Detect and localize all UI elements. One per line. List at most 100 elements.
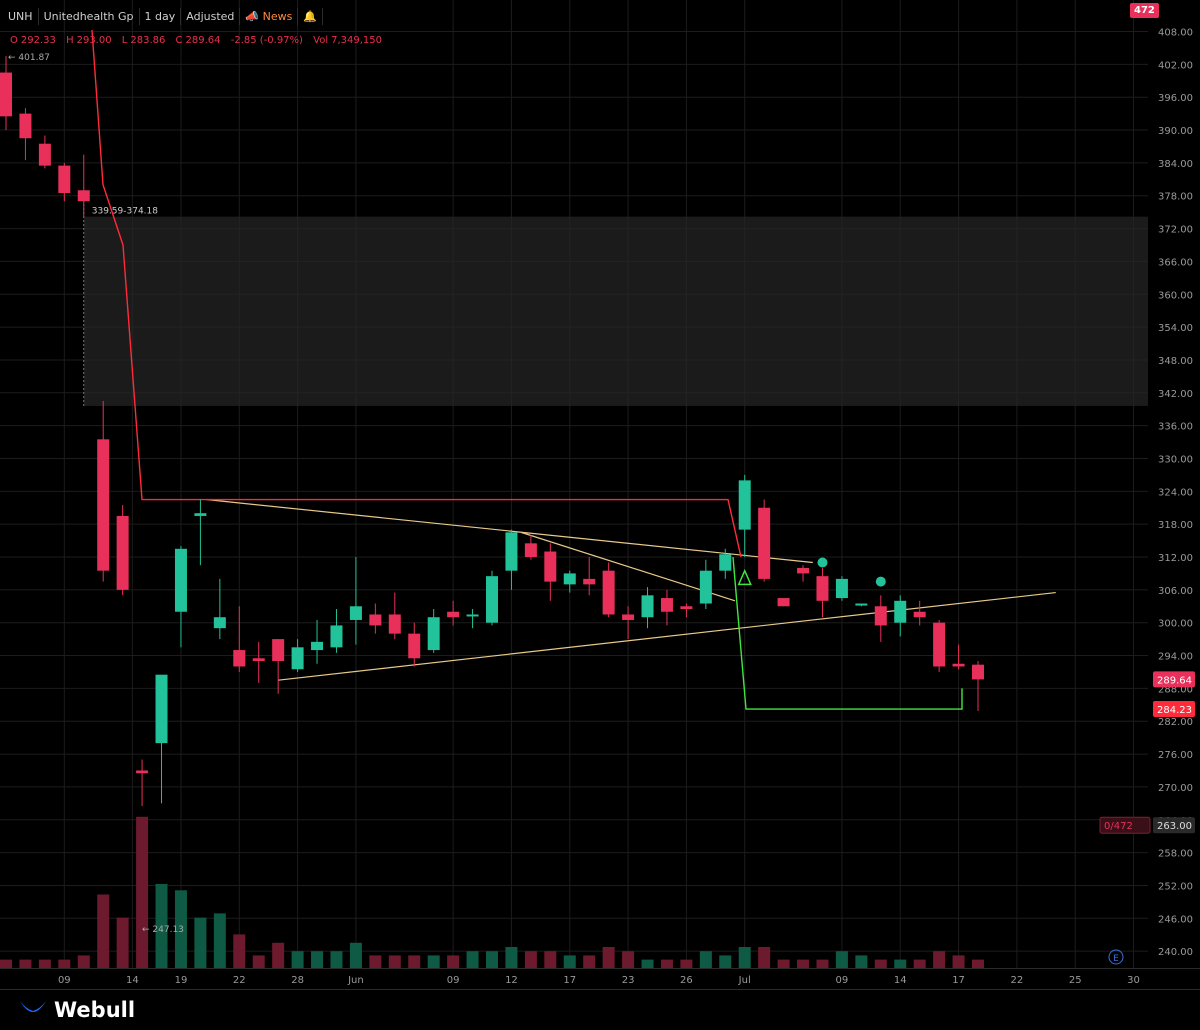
candle-body	[58, 165, 71, 193]
candle-body	[213, 617, 226, 629]
adjust-selector[interactable]: Adjusted	[181, 8, 241, 25]
order-box	[1099, 816, 1151, 834]
last-price-tag-bg	[1153, 671, 1195, 688]
y-tick-label: 258.00	[1158, 849, 1193, 860]
x-tick-label: 22	[233, 975, 246, 986]
y-tick-label: 306.00	[1158, 586, 1193, 597]
y-tick-label: 312.00	[1158, 553, 1193, 564]
last-price-tag: 289.64	[1157, 675, 1192, 686]
volume-bar	[855, 955, 868, 968]
volume-bar	[544, 951, 557, 968]
volume-bar	[155, 884, 168, 968]
x-tick-label: 19	[175, 975, 188, 986]
x-tick-label: 28	[291, 975, 304, 986]
volume-bar	[505, 947, 518, 968]
y-tick-label: 372.00	[1158, 225, 1193, 236]
candle-body	[602, 570, 615, 615]
volume-bar	[738, 947, 751, 968]
y-tick-label: 366.00	[1158, 257, 1193, 268]
news-button[interactable]: 📣 News	[240, 8, 299, 25]
volume-bar	[388, 955, 401, 968]
candle-body	[349, 606, 362, 620]
candle-body	[311, 641, 324, 651]
trendline-mid	[520, 531, 736, 602]
top-count-badge[interactable]: 472	[1130, 3, 1159, 18]
candle-body	[797, 567, 810, 574]
x-tick-label: 09	[836, 975, 849, 986]
volume-bar	[622, 951, 635, 968]
volume-bar	[291, 951, 304, 968]
y-tick-label: 300.00	[1158, 619, 1193, 630]
volume-bar	[233, 934, 246, 968]
candle-body	[583, 578, 596, 585]
candle-body	[544, 551, 557, 582]
y-tick-label: 276.00	[1158, 750, 1193, 761]
chart-header: UNH Unitedhealth Gp 1 day Adjusted 📣 New…	[6, 8, 324, 25]
high-marker-label: ← 401.87	[8, 53, 50, 63]
alert-button[interactable]: 🔔	[298, 8, 324, 25]
candle-body	[252, 658, 265, 662]
x-tick-label: 14	[894, 975, 907, 986]
volume-bar	[583, 955, 596, 968]
volume-bar	[641, 959, 654, 968]
volume-value: 7,349,150	[331, 35, 383, 46]
volume-bar	[874, 959, 887, 968]
low-marker-label: ← 247.13	[142, 925, 184, 935]
candle-body	[835, 578, 848, 599]
y-tick-label: 252.00	[1158, 881, 1193, 892]
volume-bar	[816, 959, 829, 968]
candle-body	[563, 573, 576, 585]
x-tick-label: 25	[1069, 975, 1082, 986]
volume-bar	[797, 959, 810, 968]
volume-bar	[758, 947, 771, 968]
x-tick-label: 17	[563, 975, 576, 986]
candle-body	[699, 570, 712, 604]
candle-body	[952, 663, 965, 667]
y-tick-label: 390.00	[1158, 126, 1193, 137]
x-tick-label: 22	[1011, 975, 1024, 986]
candle-body	[622, 614, 635, 620]
volume-bar	[952, 955, 965, 968]
news-label: News	[262, 10, 293, 23]
volume-bar	[136, 816, 149, 968]
y-tick-label: 348.00	[1158, 356, 1193, 367]
candle-body	[330, 625, 343, 648]
candle-body	[19, 113, 32, 139]
candle-body	[447, 611, 460, 618]
y-tick-label: 354.00	[1158, 323, 1193, 334]
candle-body	[0, 72, 12, 117]
interval-selector[interactable]: 1 day	[140, 8, 182, 25]
candle-body	[155, 674, 168, 744]
volume-bar	[680, 959, 693, 968]
volume-bar	[116, 917, 129, 968]
x-tick-label: 17	[952, 975, 965, 986]
candle-body	[77, 190, 90, 202]
symbol-label[interactable]: UNH	[6, 8, 39, 25]
low-value: 283.86	[130, 35, 166, 46]
candle-body	[894, 600, 907, 623]
volume-bar	[19, 959, 32, 968]
volume-bar	[252, 955, 265, 968]
volume-bar	[213, 913, 226, 968]
candle-body	[874, 606, 887, 626]
candle-body	[660, 598, 673, 612]
candle-body	[233, 650, 246, 667]
bell-icon: 🔔	[303, 10, 318, 23]
buy-triangle-marker	[737, 568, 752, 586]
candle-body	[427, 617, 440, 651]
candle-body	[505, 532, 518, 571]
y-tick-label: 378.00	[1158, 192, 1193, 203]
volume-bar	[777, 959, 790, 968]
high-value: 293.00	[76, 35, 112, 46]
volume-bar	[699, 951, 712, 968]
candle-body	[933, 622, 946, 667]
volume-bar	[311, 951, 324, 968]
y-tick-label: 342.00	[1158, 389, 1193, 400]
y-tick-label: 294.00	[1158, 652, 1193, 663]
order-price-tag: 263.00	[1157, 821, 1192, 832]
y-tick-label: 324.00	[1158, 487, 1193, 498]
webull-bull-icon	[20, 1001, 46, 1012]
x-tick-label: 14	[126, 975, 139, 986]
candle-body	[758, 507, 771, 579]
